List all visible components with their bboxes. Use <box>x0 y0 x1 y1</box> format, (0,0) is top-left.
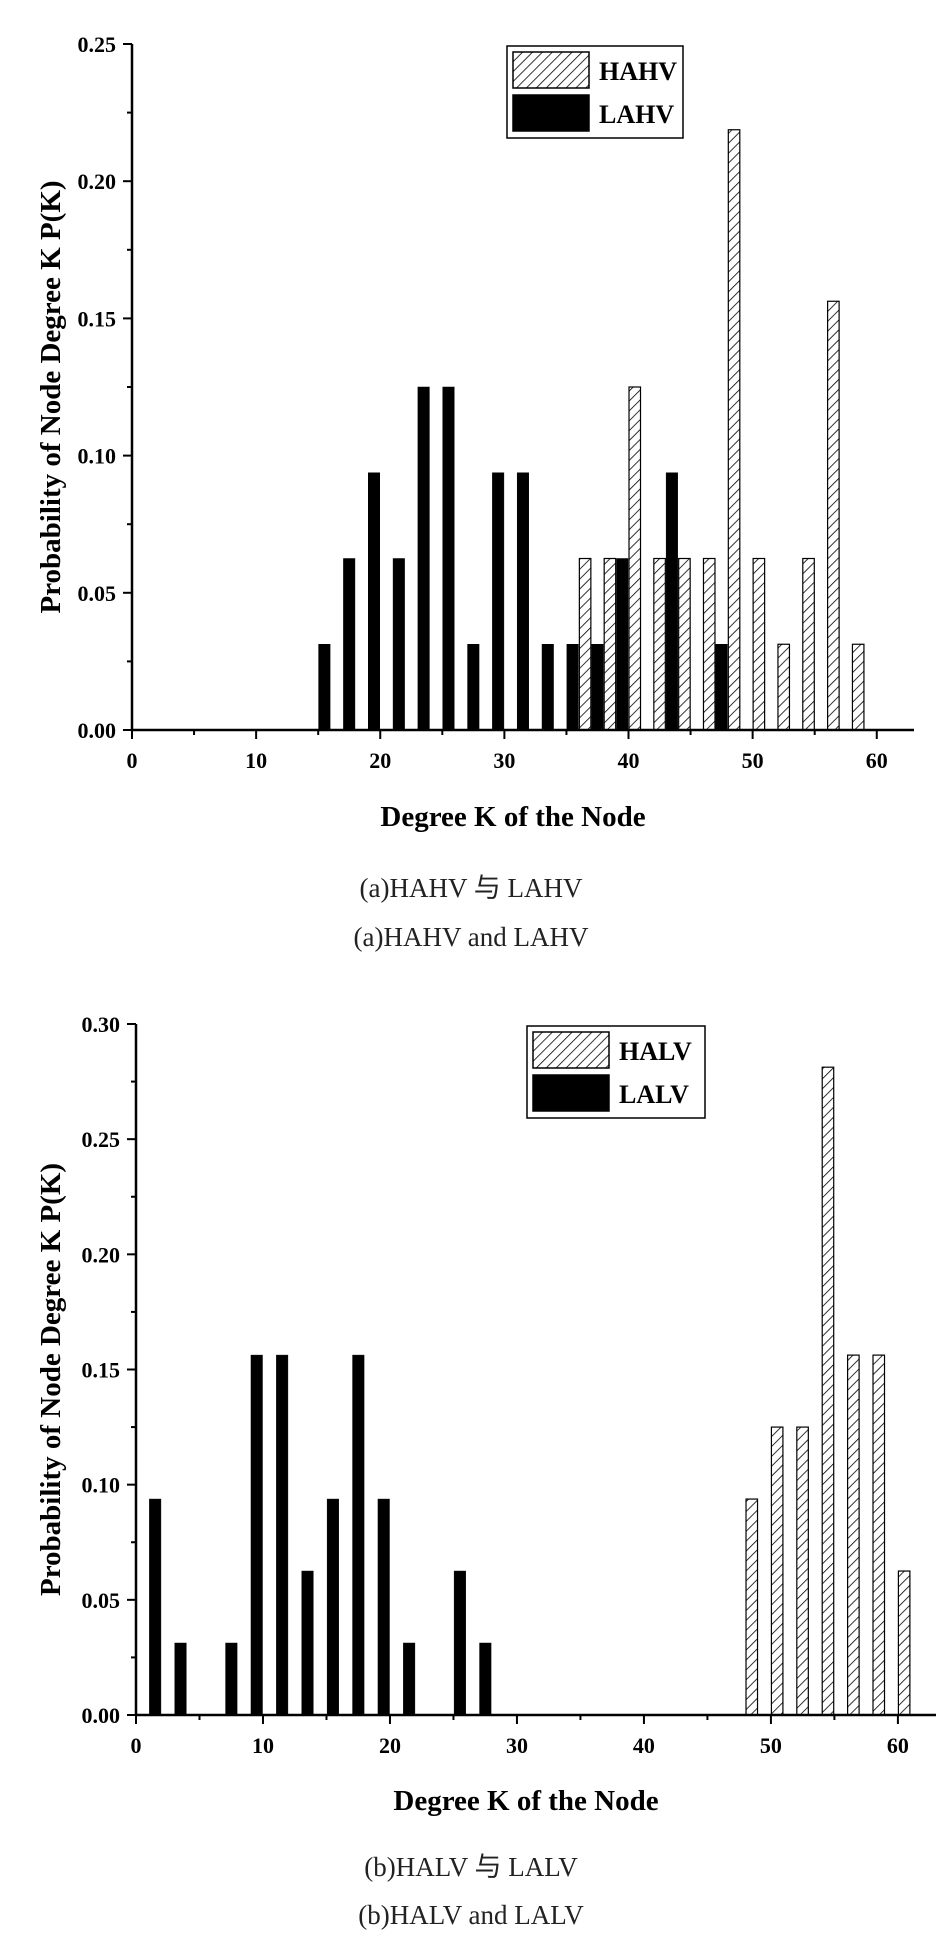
chart-a-bar-hahv <box>777 643 791 731</box>
chart-a-x-tick-label: 0 <box>127 748 138 773</box>
chart-b-bar-lalv <box>225 1642 238 1716</box>
chart-b-x-tick-label: 40 <box>633 1733 655 1758</box>
chart-a-bar-hahv <box>578 557 592 731</box>
chart-a-bar-lahv <box>541 644 554 731</box>
chart-b-legend-label: LALV <box>619 1080 689 1109</box>
chart-b: 0 10 20 30 40 50 60 0.00 0.05 0.10 0.15 0.20 0.25 0.3… <box>35 1012 936 1817</box>
chart-b-bar-lalv <box>250 1354 263 1716</box>
chart-b-y-tick-label: 0.30 <box>82 1012 121 1037</box>
chart-a-bar-hahv <box>653 557 666 731</box>
chart-b-caption-en: (b)HALV and LALV <box>358 1900 584 1930</box>
chart-a-bar-lahv <box>566 644 579 731</box>
chart-a-bar-hahv <box>752 557 766 731</box>
chart-b-bar-lalv <box>453 1570 466 1716</box>
chart-a-bar-lahv <box>343 558 356 731</box>
chart-b-bar-halv <box>770 1426 784 1716</box>
chart-b-bar-halv <box>847 1354 860 1716</box>
chart-a-bar-hahv <box>678 557 691 731</box>
chart-a-x-tick-label: 30 <box>493 748 515 773</box>
chart-a-x-axis-title: Degree K of the Node <box>380 801 645 833</box>
chart-b-bar-halv <box>821 1066 835 1716</box>
chart-b-bar-lalv <box>276 1354 289 1716</box>
chart-a-bar-hahv <box>727 129 741 731</box>
chart-a-y-tick-label: 0.15 <box>78 306 117 331</box>
chart-a-bar-lahv <box>392 558 405 731</box>
chart-a-bar-lahv <box>368 472 380 731</box>
chart-a-bar-hahv <box>628 386 642 731</box>
chart-a-bar-hahv <box>827 300 840 731</box>
chart-b-y-axis-title: Probability of Node Degree K P(K) <box>35 1163 67 1596</box>
chart-b-y-tick-label: 0.20 <box>82 1242 121 1267</box>
chart-b-bar-halv <box>872 1354 886 1716</box>
chart-b-x-tick-label: 0 <box>131 1733 142 1758</box>
chart-b-bar-lalv <box>352 1354 365 1716</box>
chart-b-bar-halv <box>897 1570 911 1716</box>
chart-b-bar-lalv <box>301 1570 314 1716</box>
chart-b-x-axis-title: Degree K of the Node <box>393 1785 658 1817</box>
chart-a-x-tick-label: 40 <box>618 748 640 773</box>
chart-a-bar-lahv <box>442 386 455 731</box>
chart-a-bar-lahv <box>516 472 529 731</box>
chart-a-legend-label: HAHV <box>599 57 677 86</box>
chart-a-bar-hahv <box>603 557 617 731</box>
chart-b-y-tick-label: 0.10 <box>82 1473 121 1498</box>
chart-a-bar-hahv <box>851 643 865 731</box>
chart-a-legend-swatch <box>512 51 590 89</box>
chart-b-bar-lalv <box>377 1498 390 1716</box>
chart-b-y-tick-label: 0.05 <box>82 1588 121 1613</box>
chart-b-bar-lalv <box>479 1642 492 1716</box>
chart-a-x-tick-label: 50 <box>742 748 764 773</box>
chart-a-legend-swatch <box>512 94 590 132</box>
chart-a-x-tick-label: 20 <box>369 748 391 773</box>
chart-a-caption-en: (a)HAHV and LAHV <box>353 922 589 952</box>
chart-b-bar-lalv <box>326 1498 339 1716</box>
chart-a-bar-lahv <box>417 386 430 731</box>
chart-a-y-tick-label: 0.20 <box>78 169 117 194</box>
chart-b-y-tick-label: 0.15 <box>82 1358 121 1383</box>
chart-b-y-tick-label: 0.00 <box>82 1703 121 1728</box>
chart-b-caption-cn: (b)HALV 与 LALV <box>364 1852 578 1882</box>
chart-a-y-tick-label: 0.00 <box>78 718 117 743</box>
chart-b-x-tick-label: 10 <box>252 1733 274 1758</box>
chart-a-legend-label: LAHV <box>599 100 674 129</box>
chart-b-bar-lalv <box>403 1642 416 1716</box>
chart-a-x-tick-label: 10 <box>245 748 267 773</box>
chart-b-bar-lalv <box>149 1498 162 1716</box>
chart-a-bar-hahv <box>802 557 815 731</box>
chart-a-plot: 0 10 20 30 40 50 60 0.00 0.05 0.10 0.15 0.20 0.25 Deg… <box>35 32 914 833</box>
chart-a-bar-lahv <box>616 558 629 731</box>
chart-a-bar-lahv <box>492 472 505 731</box>
chart-b-x-tick-label: 50 <box>760 1733 782 1758</box>
chart-a-bar-lahv <box>591 644 604 731</box>
chart-a-x-tick-label: 60 <box>866 748 888 773</box>
chart-b-x-tick-label: 20 <box>379 1733 401 1758</box>
chart-b-bar-halv <box>796 1426 809 1716</box>
chart-a-y-tick-label: 0.10 <box>78 444 117 469</box>
chart-a: 0 10 20 30 40 50 60 0.00 0.05 0.10 0.15 0.20 0.25 Deg… <box>35 32 914 833</box>
chart-b-x-tick-label: 60 <box>887 1733 909 1758</box>
chart-b-legend-label: HALV <box>619 1037 692 1066</box>
chart-b-plot: 0 10 20 30 40 50 60 0.00 0.05 0.10 0.15 0.20 0.25 0.3… <box>35 1012 936 1817</box>
chart-a-y-axis-title: Probability of Node Degree K P(K) <box>35 180 67 613</box>
chart-a-y-tick-label: 0.05 <box>78 581 117 606</box>
chart-b-bar-lalv <box>174 1642 187 1716</box>
chart-a-y-tick-label: 0.25 <box>78 32 117 57</box>
chart-a-bar-lahv <box>318 644 331 731</box>
chart-a-bar-lahv <box>715 644 728 731</box>
chart-a-bar-lahv <box>665 472 678 731</box>
chart-a-caption-cn: (a)HAHV 与 LAHV <box>359 873 583 903</box>
chart-b-bar-halv <box>745 1498 759 1716</box>
chart-a-bar-hahv <box>702 557 716 731</box>
chart-b-legend-swatch <box>532 1031 610 1069</box>
chart-b-y-tick-label: 0.25 <box>82 1127 121 1152</box>
chart-b-x-tick-label: 30 <box>506 1733 528 1758</box>
chart-a-bar-lahv <box>467 644 480 731</box>
chart-b-legend-swatch <box>532 1074 610 1112</box>
